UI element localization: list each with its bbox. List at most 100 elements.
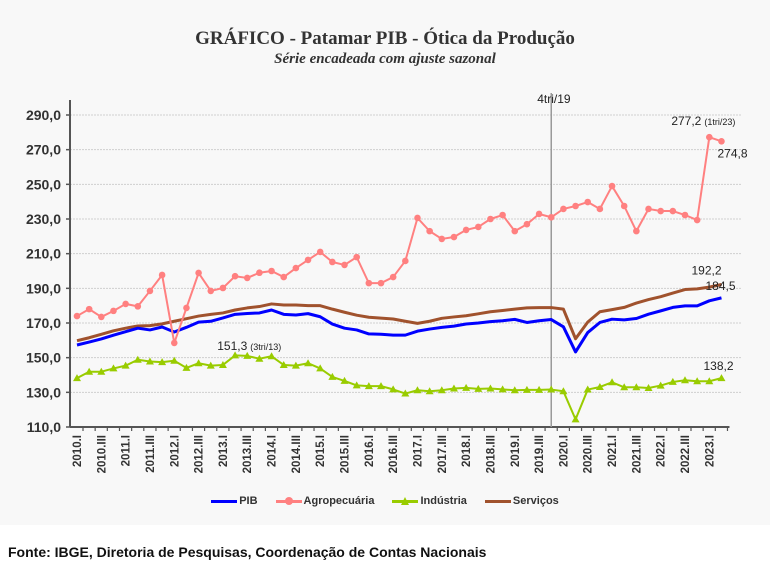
series-layer bbox=[73, 133, 726, 423]
data-point bbox=[437, 386, 446, 394]
legend-item-pib[interactable]: PIB bbox=[211, 495, 258, 507]
data-point bbox=[377, 382, 385, 390]
data-point bbox=[510, 386, 519, 394]
x-axis-ticks: 2010.I 2010.III 2011.I 2011.III 2012.I 2012.I… bbox=[72, 435, 716, 473]
x-tick-label: 2010.III bbox=[96, 435, 108, 473]
x-tick-label: 2012.I bbox=[169, 435, 181, 467]
y-tick-label: 270,0 bbox=[26, 142, 61, 158]
x-tick-label: 2012.III bbox=[194, 435, 206, 473]
x-tick-label: 2015.I bbox=[315, 435, 327, 467]
data-point bbox=[267, 352, 276, 360]
data-point bbox=[194, 359, 203, 367]
data-label: 277,2 (1tri/23) bbox=[671, 114, 735, 128]
data-point bbox=[389, 385, 398, 393]
data-point bbox=[450, 233, 458, 241]
x-tick-label: 2013.I bbox=[218, 435, 230, 467]
x-tick-label: 2022.I bbox=[656, 435, 668, 467]
legend-swatch-industria bbox=[392, 496, 419, 505]
data-point bbox=[316, 248, 324, 256]
data-point bbox=[449, 384, 458, 392]
data-point bbox=[256, 269, 263, 277]
triangle-marker-icon bbox=[401, 496, 410, 505]
data-point bbox=[645, 205, 652, 213]
y-tick-label: 170,0 bbox=[26, 315, 61, 331]
data-point bbox=[668, 377, 677, 385]
source-note: Fonte: IBGE, Diretoria de Pesquisas, Coo… bbox=[8, 544, 487, 560]
y-tick-label: 230,0 bbox=[26, 211, 61, 227]
data-point bbox=[219, 284, 227, 292]
data-point bbox=[145, 357, 154, 365]
data-point bbox=[85, 367, 94, 375]
x-tick-label: 2017.I bbox=[412, 435, 424, 467]
legend-item-servicos[interactable]: Serviços bbox=[484, 495, 559, 507]
data-point bbox=[243, 274, 251, 282]
data-point bbox=[644, 384, 653, 391]
data-point bbox=[487, 215, 494, 223]
data-point bbox=[268, 267, 275, 275]
data-point bbox=[657, 207, 664, 215]
data-label: 151,3 (3tri/13) bbox=[217, 339, 281, 353]
y-axis-ticks: 110,0 130,0 150,0 170,0 190,0 210,0 230,0 250,0… bbox=[26, 107, 61, 435]
data-point bbox=[402, 257, 409, 265]
legend-swatch-agropecuaria bbox=[275, 496, 302, 505]
data-point bbox=[522, 385, 531, 393]
x-tick-label: 2011.III bbox=[145, 435, 157, 473]
data-label: 138,2 bbox=[703, 359, 733, 373]
data-point bbox=[170, 356, 179, 364]
y-tick-label: 290,0 bbox=[26, 107, 61, 123]
x-tick-label: 2019.III bbox=[534, 435, 546, 473]
x-tick-label: 2016.I bbox=[364, 435, 376, 467]
data-point bbox=[474, 223, 482, 231]
data-point bbox=[413, 386, 422, 394]
data-point bbox=[340, 376, 349, 384]
data-point bbox=[425, 387, 434, 395]
x-tick-label: 2010.I bbox=[72, 435, 84, 467]
data-point bbox=[158, 271, 166, 279]
data-point bbox=[633, 227, 640, 235]
reference-line-layer: 4tri/19 bbox=[537, 92, 571, 427]
data-point bbox=[292, 264, 300, 272]
x-tick-label: 2013.III bbox=[242, 435, 254, 473]
x-tick-label: 2021.III bbox=[631, 435, 643, 473]
data-point bbox=[110, 307, 117, 315]
data-point bbox=[97, 367, 106, 375]
data-label: 192,2 bbox=[691, 264, 721, 278]
circle-marker-icon bbox=[284, 496, 293, 505]
legend-label-pib: PIB bbox=[239, 495, 258, 507]
data-point bbox=[280, 273, 288, 281]
data-point bbox=[426, 227, 433, 235]
data-point bbox=[134, 303, 142, 310]
x-tick-label: 2011.I bbox=[121, 435, 133, 466]
data-point bbox=[656, 381, 665, 389]
data-point bbox=[595, 382, 604, 390]
data-point bbox=[182, 363, 191, 371]
chart-title: GRÁFICO - Patamar PIB - Ótica da Produçã… bbox=[195, 28, 575, 49]
data-point bbox=[133, 355, 142, 363]
data-point bbox=[365, 279, 373, 287]
data-point bbox=[681, 211, 689, 219]
data-point bbox=[717, 374, 726, 382]
data-point bbox=[572, 202, 579, 210]
y-tick-label: 150,0 bbox=[26, 350, 61, 366]
x-tick-label: 2016.III bbox=[388, 435, 400, 473]
series-line-pib bbox=[76, 296, 722, 354]
x-tick-label: 2018.III bbox=[485, 435, 497, 473]
data-point bbox=[401, 389, 410, 397]
data-point bbox=[706, 133, 713, 141]
data-point bbox=[291, 361, 300, 369]
legend-item-industria[interactable]: Indústria bbox=[392, 495, 467, 507]
x-tick-label: 2018.I bbox=[461, 435, 473, 467]
data-point bbox=[693, 216, 701, 224]
data-point bbox=[584, 198, 592, 206]
data-point bbox=[304, 256, 312, 264]
data-point bbox=[183, 304, 190, 312]
data-point bbox=[328, 372, 337, 380]
data-point bbox=[511, 227, 519, 235]
data-point bbox=[632, 383, 641, 391]
legend-item-agropecuaria[interactable]: Agropecuária bbox=[275, 495, 374, 507]
data-point bbox=[255, 354, 264, 362]
data-point bbox=[109, 364, 118, 372]
data-point bbox=[377, 279, 385, 287]
data-point bbox=[414, 214, 421, 222]
